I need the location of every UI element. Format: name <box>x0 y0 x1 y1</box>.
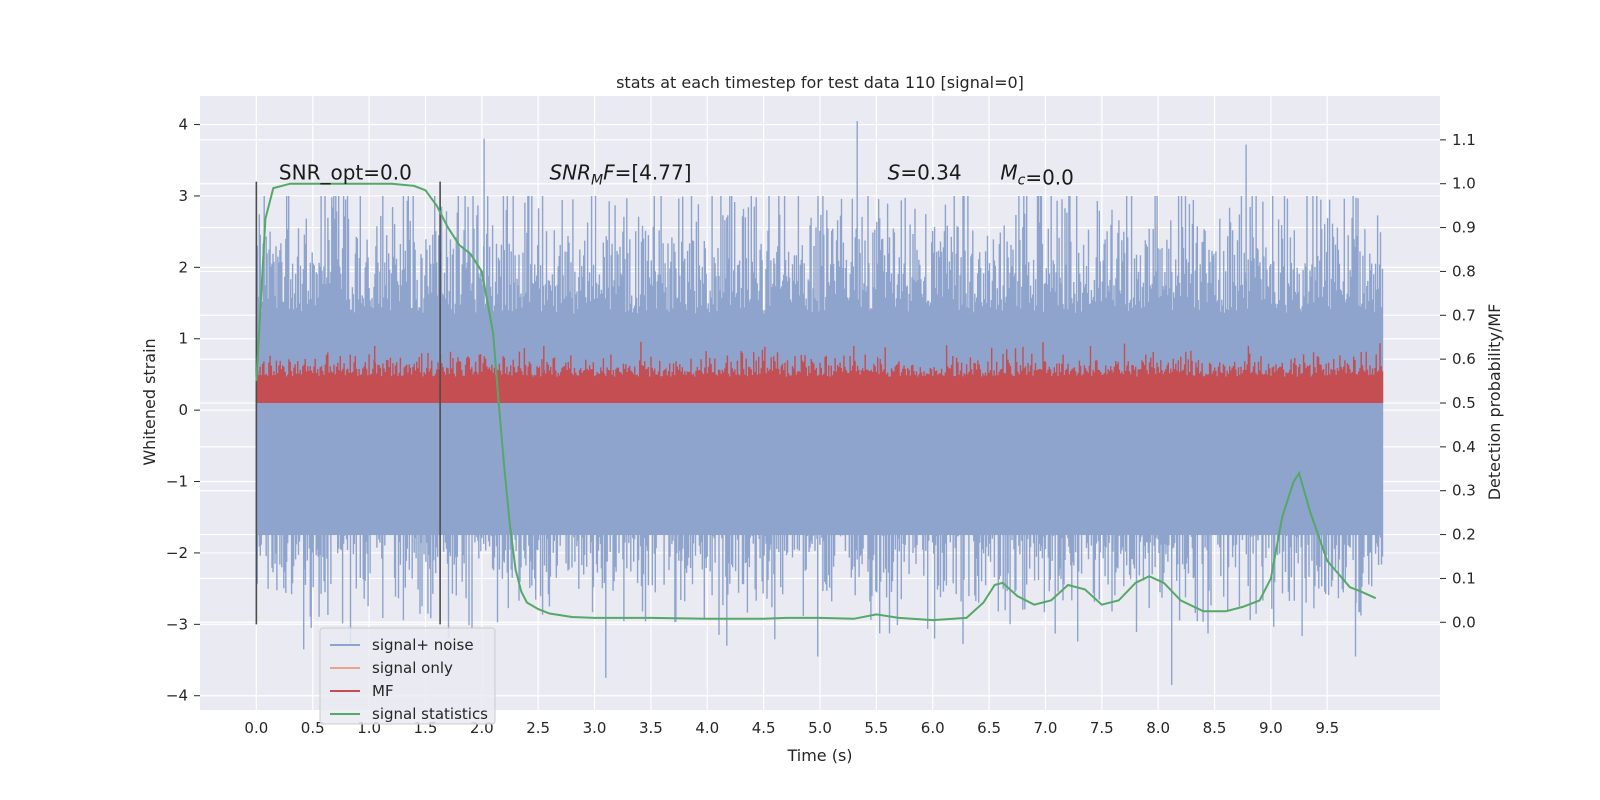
x-tick-label: 3.0 <box>583 719 607 737</box>
y-right-tick-label: 1.1 <box>1452 131 1476 149</box>
y-right-tick-labels: 1.1 1.0 0.9 0.8 0.7 0.6 0.5 0.4 0.3 0.2 0.1 0.0 <box>1440 131 1476 631</box>
annotation: SNRMF=[4.77] <box>549 161 691 189</box>
x-tick-label: 8.0 <box>1146 719 1170 737</box>
y-left-tick-label: −2 <box>166 544 188 562</box>
x-tick-label: 0.0 <box>244 719 268 737</box>
annotations: SNR_opt=0.0 SNRMF=[4.77] S=0.34 Mc=0.0 <box>279 161 1074 190</box>
y-left-tick-label: 2 <box>178 258 188 276</box>
x-tick-label: 7.0 <box>1034 719 1058 737</box>
x-tick-label: 0.5 <box>301 719 325 737</box>
x-tick-label: 6.5 <box>977 719 1001 737</box>
signal-noise-series <box>255 121 1384 685</box>
x-tick-label: 6.0 <box>921 719 945 737</box>
chart-title: stats at each timestep for test data 110… <box>616 73 1024 92</box>
legend-label: MF <box>372 682 394 700</box>
annotation: S=0.34 <box>888 161 962 185</box>
y-right-tick-label: 0.0 <box>1452 613 1476 631</box>
annotation: SNR_opt=0.0 <box>279 161 412 185</box>
y-right-tick-label: 0.3 <box>1452 482 1476 500</box>
y-right-tick-label: 0.2 <box>1452 526 1476 544</box>
legend-label: signal statistics <box>372 705 488 723</box>
legend-box <box>319 627 496 725</box>
x-tick-label: 5.0 <box>808 719 832 737</box>
y-right-tick-label: 0.5 <box>1452 394 1476 412</box>
y-left-tick-label: 4 <box>178 116 188 134</box>
y-left-tick-label: −4 <box>166 687 188 705</box>
vertical-markers <box>255 181 441 625</box>
y-left-tick-label: −3 <box>166 615 188 633</box>
y-left-tick-label: 1 <box>178 330 188 348</box>
y-left-tick-label: 3 <box>178 187 188 205</box>
x-tick-label: 8.5 <box>1203 719 1227 737</box>
x-tick-label: 4.5 <box>752 719 776 737</box>
x-tick-label: 4.0 <box>695 719 719 737</box>
y-right-tick-label: 0.1 <box>1452 569 1476 587</box>
y-right-tick-label: 0.8 <box>1452 262 1476 280</box>
legend: signal+ noise signal only MF signal statist… <box>319 627 496 725</box>
y-left-axis-label: Whitened strain <box>140 338 159 465</box>
y-right-tick-label: 0.9 <box>1452 219 1476 237</box>
y-right-axis-label: Detection probability/MF <box>1485 304 1504 501</box>
y-left-tick-label: −1 <box>166 473 188 491</box>
legend-label: signal only <box>372 659 453 677</box>
x-tick-label: 7.5 <box>1090 719 1114 737</box>
mf-series <box>255 341 1384 403</box>
signal-statistics-line <box>255 182 1377 622</box>
x-tick-label: 9.5 <box>1315 719 1339 737</box>
x-tick-labels: 0.0 0.5 1.0 1.5 2.0 2.5 3.0 3.5 4.0 4.5 5.0 5.5 6.0 6… <box>244 719 1339 737</box>
x-tick-label: 3.5 <box>639 719 663 737</box>
x-tick-label: 2.5 <box>526 719 550 737</box>
x-axis-label: Time (s) <box>786 746 852 765</box>
y-right-tick-label: 0.7 <box>1452 306 1476 324</box>
y-right-tick-label: 0.4 <box>1452 438 1476 456</box>
annotation: Mc=0.0 <box>1000 161 1074 190</box>
legend-label: signal+ noise <box>372 636 474 654</box>
y-left-tick-label: 0 <box>178 401 188 419</box>
x-tick-label: 9.0 <box>1259 719 1283 737</box>
x-tick-label: 5.5 <box>864 719 888 737</box>
y-right-tick-label: 1.0 <box>1452 175 1476 193</box>
y-right-tick-label: 0.6 <box>1452 350 1476 368</box>
y-left-tick-labels: 4 3 2 1 0 −1 −2 −3 −4 <box>166 116 200 705</box>
